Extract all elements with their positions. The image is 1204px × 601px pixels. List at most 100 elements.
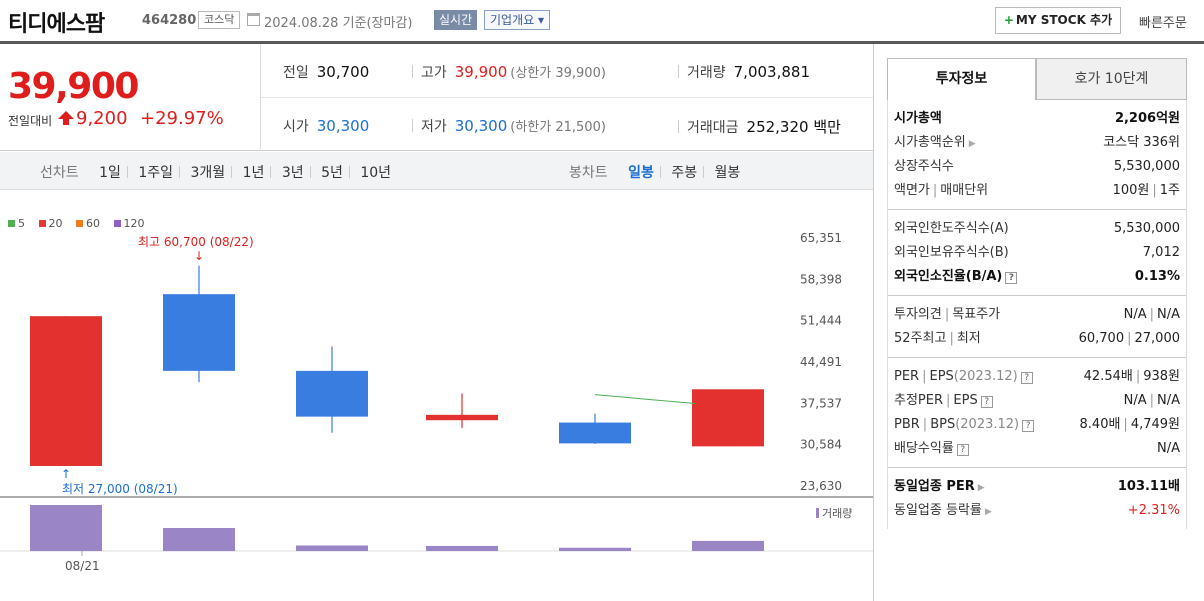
open-price: 시가 30,300 xyxy=(283,116,369,136)
tab-invest-info[interactable]: 투자정보 xyxy=(887,58,1036,100)
trade-unit-label: 매매단위 xyxy=(940,183,989,198)
face-value-label: 액면가 xyxy=(894,183,930,198)
legend-ma20: 20 xyxy=(38,217,63,230)
volume-bar xyxy=(559,547,631,551)
industry-change-label[interactable]: 동일업종 등락률 xyxy=(894,503,982,518)
current-price: 39,900 xyxy=(8,66,139,107)
price-chart[interactable]: 5 20 60 120 65,351 58,398 51,444 44,491 37,5… xyxy=(0,190,873,601)
volume-bar xyxy=(30,505,102,551)
tab-3y[interactable]: 3년 xyxy=(281,165,304,181)
change-value: 9,200 xyxy=(76,108,128,129)
week52-high-label: 52주최고 xyxy=(894,331,947,346)
plus-icon: + xyxy=(1003,13,1014,27)
section-valuation: PER | EPS(2023.12)? 42.54배 | 938원 추정PER | EPS?… xyxy=(888,358,1186,468)
per-label: PER xyxy=(894,369,920,384)
upper-limit: (상한가 39,900) xyxy=(510,66,606,81)
volume-bar xyxy=(163,528,235,551)
header-divider xyxy=(0,41,1204,44)
y-tick-label: 58,398 xyxy=(800,272,842,286)
realtime-button[interactable]: 실시간 xyxy=(434,10,478,30)
candle-chart-head: 봉차트 xyxy=(569,165,608,181)
per-value: 42.54배 xyxy=(1083,369,1133,384)
candle-body xyxy=(163,294,235,371)
open-value: 30,300 xyxy=(316,117,370,135)
up-arrow-icon: ↑ xyxy=(61,467,71,481)
volume-bar xyxy=(692,540,764,551)
row-industry-change[interactable]: 동일업종 등락률 ▶ +2.31% xyxy=(888,499,1186,523)
volume-legend-swatch xyxy=(816,508,819,518)
industry-per-label[interactable]: 동일업종 PER xyxy=(894,479,975,494)
section-market-cap: 시가총액 2,206억원 시가총액순위 ▶ 코스닥 336위 상장주식수 5,53… xyxy=(888,100,1186,210)
tab-5y[interactable]: 5년 xyxy=(321,165,343,181)
help-icon[interactable]: ? xyxy=(1005,272,1018,284)
help-icon[interactable]: ? xyxy=(980,396,993,408)
volume-legend-label: 거래량 xyxy=(822,507,852,520)
section-industry: 동일업종 PER ▶ 103.11배 동일업종 등락률 ▶ +2.31% xyxy=(888,468,1186,529)
opinion-label: 투자의견 xyxy=(894,307,942,322)
caret-right-icon: ▶ xyxy=(977,483,985,493)
calendar-icon xyxy=(247,13,260,26)
volume-bar xyxy=(296,545,368,551)
foreign-hold-value: 7,012 xyxy=(1142,245,1180,260)
y-tick-label: 23,630 xyxy=(800,479,842,493)
help-icon[interactable]: ? xyxy=(956,444,969,456)
tab-10y[interactable]: 10년 xyxy=(360,165,392,181)
row-market-cap-rank[interactable]: 시가총액순위 ▶ 코스닥 336위 xyxy=(888,131,1186,155)
foreign-hold-label: 외국인보유주식수(B) xyxy=(894,245,1009,260)
line-chart-tabs: 선차트 1일 1주일 3개월 1년 3년 5년 10년 xyxy=(40,162,397,182)
candle-body xyxy=(296,370,368,417)
dividend-value: N/A xyxy=(1157,441,1180,456)
row-foreign-limit: 외국인한도주식수(A) 5,530,000 xyxy=(888,217,1186,241)
help-icon[interactable]: ? xyxy=(1020,372,1033,384)
volume: 거래량 7,003,881 xyxy=(678,62,810,82)
row-divider xyxy=(261,97,873,98)
tab-3m[interactable]: 3개월 xyxy=(190,165,226,181)
row-listed-shares: 상장주식수 5,530,000 xyxy=(888,155,1186,179)
market-cap-label: 시가총액 xyxy=(894,111,942,126)
target-label: 목표주가 xyxy=(952,307,1001,322)
tab-1d[interactable]: 1일 xyxy=(99,165,121,181)
row-market-cap: 시가총액 2,206억원 xyxy=(888,107,1186,131)
amount-unit: 백만 xyxy=(813,118,841,136)
est-eps-value: N/A xyxy=(1157,393,1180,408)
foreign-ratio-value: 0.13% xyxy=(1134,269,1180,284)
market-cap-rank-label[interactable]: 시가총액순위 xyxy=(894,135,966,150)
week52-high: 60,700 xyxy=(1078,331,1125,346)
tab-weekly[interactable]: 주봉 xyxy=(671,165,698,181)
industry-per-value: 103.11배 xyxy=(1117,479,1180,494)
tab-monthly[interactable]: 월봉 xyxy=(714,165,741,181)
pbr-label: PBR xyxy=(894,417,920,432)
company-overview-button[interactable]: 기업개요 ▾ xyxy=(484,10,550,30)
tab-1y[interactable]: 1년 xyxy=(242,165,265,181)
line-chart-head: 선차트 xyxy=(40,165,79,181)
caret-right-icon: ▶ xyxy=(968,139,976,149)
pbr-value: 8.40배 xyxy=(1079,417,1121,432)
y-tick-label: 37,537 xyxy=(800,396,842,410)
listed-shares-label: 상장주식수 xyxy=(894,159,954,174)
bps-value: 4,749원 xyxy=(1130,417,1180,432)
prev-close-label: 전일 xyxy=(283,65,309,81)
low-price: 저가 30,300 (하한가 21,500) xyxy=(412,116,606,136)
tab-1w[interactable]: 1주일 xyxy=(138,165,174,181)
tab-daily[interactable]: 일봉 xyxy=(628,165,654,181)
date-text: 2024.08.28 기준(장마감) xyxy=(264,16,413,31)
amount-label: 거래대금 xyxy=(687,120,739,136)
up-arrow-icon xyxy=(58,111,74,125)
tab-orderbook[interactable]: 호가 10단계 xyxy=(1036,58,1187,100)
add-mystock-button[interactable]: + MY STOCK 추가 xyxy=(995,7,1121,34)
y-tick-label: 65,351 xyxy=(800,231,842,245)
open-label: 시가 xyxy=(283,119,309,135)
help-icon[interactable]: ? xyxy=(1022,420,1035,432)
y-tick-label: 51,444 xyxy=(800,314,842,328)
row-industry-per[interactable]: 동일업종 PER ▶ 103.11배 xyxy=(888,475,1186,499)
est-eps-label: EPS xyxy=(953,393,978,408)
row-face-value: 액면가 | 매매단위 100원 | 1주 xyxy=(894,183,1180,198)
row-per: PER | EPS(2023.12)? 42.54배 | 938원 xyxy=(894,369,1180,384)
high-label: 고가 xyxy=(421,65,447,81)
trade-amount: 거래대금 252,320 백만 xyxy=(678,116,841,137)
quick-order-link[interactable]: 빠른주문 xyxy=(1139,16,1187,31)
section-opinion: 투자의견 | 목표주가 N/A | N/A 52주최고 | 최저 60,700 | 27,000 xyxy=(888,296,1186,358)
stock-header: 티디에스팜 464280 코스닥 2024.08.28 기준(장마감) 실시간 … xyxy=(0,0,1204,42)
volume-bar xyxy=(426,545,498,551)
candle-body xyxy=(559,422,631,444)
